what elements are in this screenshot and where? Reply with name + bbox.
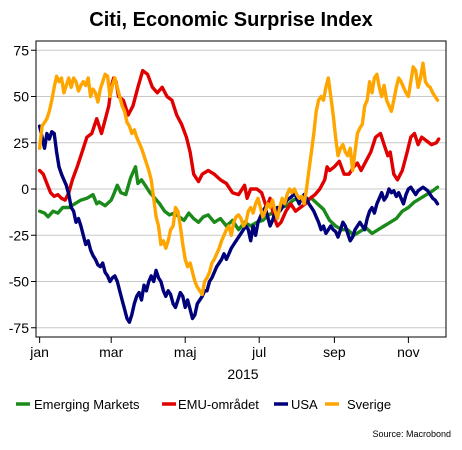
- series-line-sverige: [37, 61, 440, 297]
- x-tick-label: jan: [29, 344, 49, 360]
- series-line-usa: [37, 124, 440, 324]
- series-line-emu-omr-det: [37, 68, 441, 228]
- x-tick-label: maj: [174, 344, 197, 360]
- x-tick-label: jul: [251, 344, 266, 360]
- legend-label: Sverige: [347, 397, 391, 412]
- x-tick-label: nov: [397, 344, 420, 360]
- y-tick-label: 25: [13, 135, 29, 151]
- x-tick-label: mar: [99, 344, 123, 360]
- chart-title: Citi, Economic Surprise Index: [89, 9, 372, 31]
- y-tick-label: 0: [21, 181, 29, 197]
- legend-label: Emerging Markets: [34, 397, 140, 412]
- y-axis: 75 50 25 0 -25 -50 -75: [9, 42, 36, 336]
- x-axis: jan mar maj jul sep nov: [29, 337, 420, 360]
- legend-label: EMU-området: [178, 397, 259, 412]
- x-tick-label: sep: [323, 344, 346, 360]
- year-label: 2015: [227, 366, 258, 382]
- legend-label: USA: [291, 397, 318, 412]
- legend: Emerging Markets EMU-området USA Sverige: [16, 397, 391, 412]
- y-tick-label: 50: [13, 89, 29, 105]
- series-lines: [37, 61, 441, 324]
- y-tick-label: 75: [13, 42, 29, 58]
- y-tick-label: -75: [9, 320, 29, 336]
- source-note: Source: Macrobond: [372, 429, 451, 439]
- y-tick-label: -25: [9, 227, 29, 243]
- y-tick-label: -50: [9, 274, 29, 290]
